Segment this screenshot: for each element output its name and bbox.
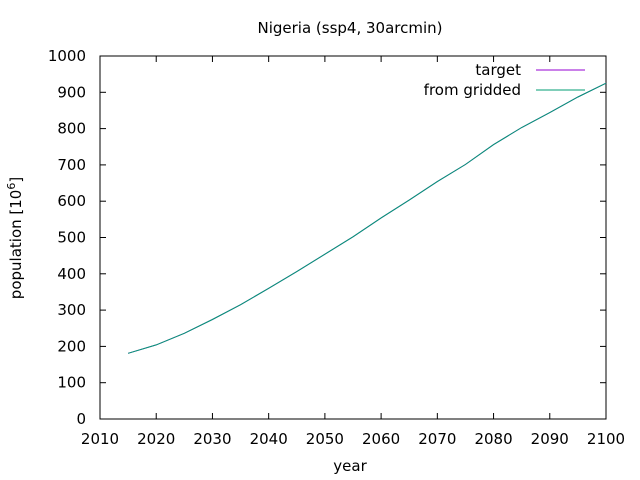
y-axis: 0 100 200 300 400 500 600 700 800 900 1000	[48, 47, 606, 428]
x-tick-label: 2030	[193, 430, 231, 448]
plot-area	[99, 55, 607, 420]
x-tick-label: 2020	[137, 430, 175, 448]
x-tick-label: 2010	[81, 430, 119, 448]
x-tick-label: 2080	[474, 430, 512, 448]
y-tick-label: 300	[57, 301, 86, 319]
x-axis: 2010 2020 2030 2040 2050 2060 2070 2080 2090 2100	[81, 56, 625, 448]
y-tick-label: 100	[57, 374, 86, 392]
y-tick-label: 900	[57, 83, 86, 101]
y-tick-label: 700	[57, 156, 86, 174]
x-tick-label: 2090	[531, 430, 569, 448]
legend-label: target	[475, 61, 521, 79]
y-tick-label: 800	[57, 120, 86, 138]
x-tick-label: 2070	[418, 430, 456, 448]
y-tick-label: 600	[57, 192, 86, 210]
y-tick-label: 400	[57, 265, 86, 283]
y-tick-label: 1000	[48, 47, 86, 65]
chart-title: Nigeria (ssp4, 30arcmin)	[257, 19, 442, 37]
legend-label: from gridded	[424, 81, 521, 99]
series-line-target	[127, 82, 607, 354]
legend: target from gridded	[424, 61, 585, 99]
y-tick-label: 200	[57, 337, 86, 355]
x-tick-label: 2050	[306, 430, 344, 448]
series-line-from-gridded	[127, 82, 607, 354]
x-tick-label: 2100	[587, 430, 625, 448]
y-axis-label: population [106]	[5, 177, 25, 299]
x-tick-label: 2040	[250, 430, 288, 448]
y-tick-label: 500	[57, 229, 86, 247]
y-tick-label: 0	[76, 410, 86, 428]
y-axis-label-main: population [10	[7, 190, 25, 300]
y-axis-label-exponent: 6	[5, 183, 18, 190]
y-axis-label-tail: ]	[7, 177, 25, 183]
plot-frame	[99, 55, 607, 420]
x-axis-label: year	[333, 457, 367, 475]
series-layer	[127, 82, 607, 354]
x-tick-label: 2060	[362, 430, 400, 448]
